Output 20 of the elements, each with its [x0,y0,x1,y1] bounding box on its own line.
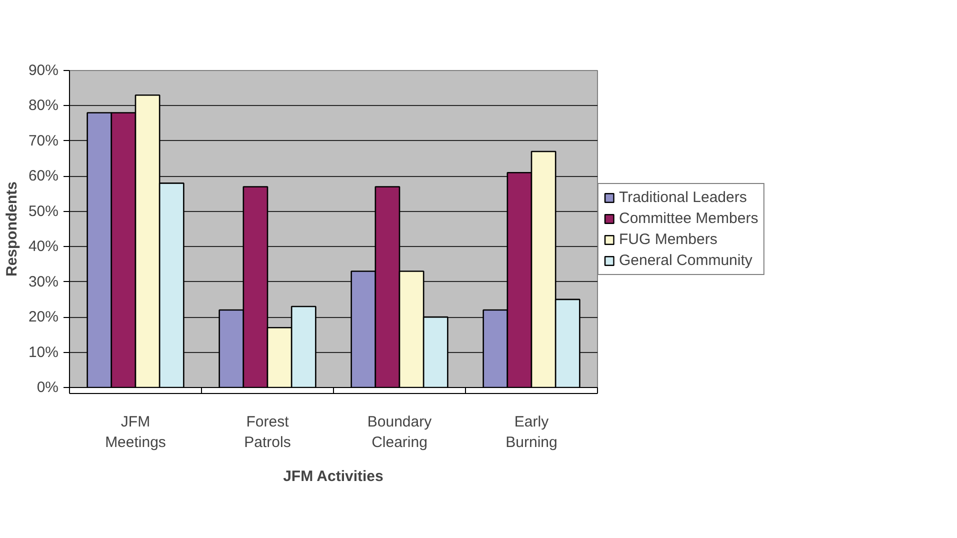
y-tick-label: 80% [28,97,59,114]
legend-label: FUG Members [618,230,718,248]
x-tick-label: Forest Patrols [244,414,291,451]
y-tick-label: 40% [28,238,59,256]
x-tick-label: JFM Meetings [105,414,166,451]
legend-label: Committee Members [618,210,758,226]
y-tick-label: 50% [28,202,59,220]
x-tick-label: Boundary Clearing [367,414,432,451]
legend-label: Traditional Leaders [618,188,747,206]
legend-label: General Community [618,252,752,268]
y-tick-label: 70% [28,132,59,150]
x-tick-label: Early Burning [506,414,558,451]
y-axis-title: Respondents [3,181,20,277]
y-tick-label: 0% [36,379,59,396]
y-tick-label: 60% [28,168,59,185]
y-tick-label: 90% [28,62,59,79]
y-tick-label: 30% [28,273,59,290]
y-tick-label: 20% [28,308,59,326]
y-tick-label: 10% [28,344,59,361]
x-axis-title: JFM Activities [283,468,384,485]
